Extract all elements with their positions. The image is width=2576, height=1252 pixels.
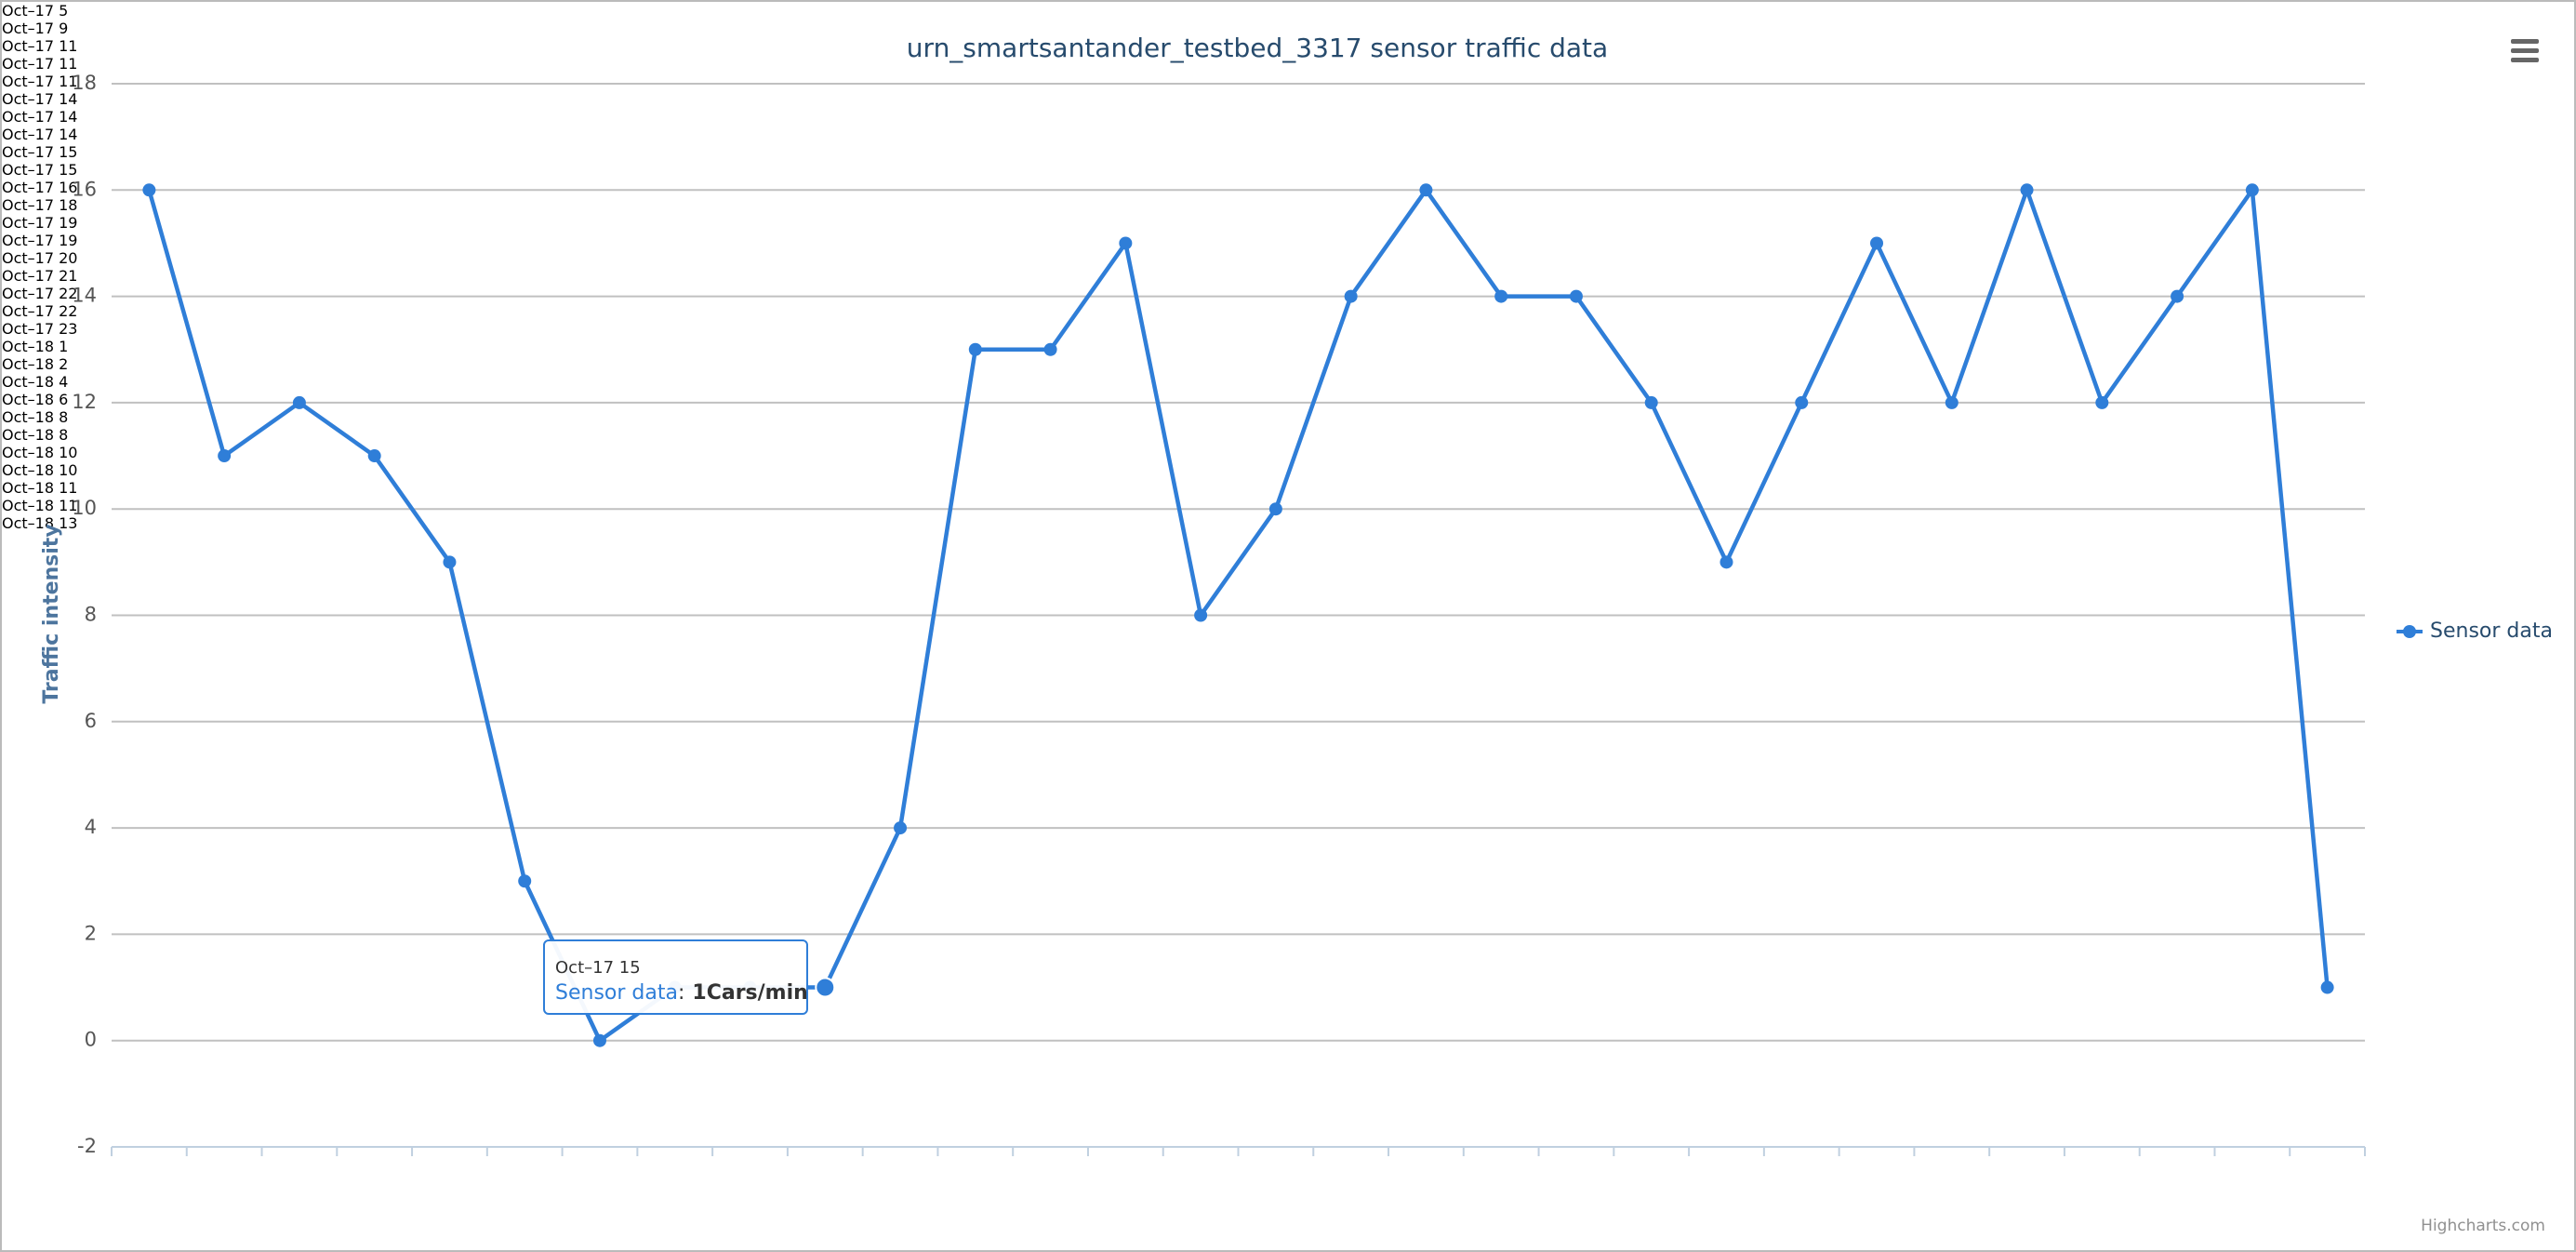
x-tick-label: Oct–18 4	[2, 373, 69, 391]
menu-bar[interactable]	[2511, 39, 2539, 44]
y-tick-label: 0	[85, 1029, 97, 1051]
data-point	[1043, 342, 1057, 356]
tooltip-series: Sensor data	[555, 981, 678, 1005]
data-point	[1644, 395, 1658, 409]
legend-label[interactable]: Sensor data	[2430, 619, 2553, 643]
data-point	[443, 555, 457, 569]
data-point	[2245, 183, 2259, 197]
series-line	[147, 188, 2330, 1043]
x-tick-label: Oct–17 11	[2, 55, 78, 73]
x-tick-label: Oct–18 2	[2, 355, 69, 373]
y-tick-label: 6	[85, 710, 97, 732]
x-tick-label: Oct–17 22	[2, 302, 78, 320]
x-tick-label: Oct–17 21	[2, 267, 78, 285]
y-tick-label: 12	[72, 391, 97, 413]
data-point	[2320, 980, 2334, 994]
x-tick-label: Oct–17 15	[2, 143, 78, 161]
data-point	[1344, 289, 1358, 303]
y-tick-label: 16	[72, 178, 97, 200]
tooltip-box	[543, 939, 808, 1015]
data-point	[1569, 289, 1583, 303]
credits[interactable]: Highcharts.com	[2421, 1217, 2545, 1235]
tooltip-value: 1Cars/min	[692, 981, 807, 1005]
data-point	[367, 449, 381, 463]
x-tick-label: Oct–17 11	[2, 37, 78, 55]
y-tick-label: -2	[77, 1135, 97, 1157]
y-axis-label: Traffic intensity	[40, 524, 63, 703]
data-point	[142, 183, 156, 197]
x-tick-label: Oct–17 19	[2, 232, 78, 249]
data-point	[815, 977, 836, 998]
x-tick-label: Oct–17 19	[2, 214, 78, 232]
menu-bar[interactable]	[2511, 58, 2539, 62]
x-tick-label: Oct–17 14	[2, 108, 78, 126]
data-point	[2171, 289, 2184, 303]
data-point	[518, 874, 532, 888]
y-tick-label: 18	[72, 72, 97, 94]
data-point	[1268, 502, 1282, 516]
data-point	[968, 342, 982, 356]
chart-title: urn_smartsantander_testbed_3317 sensor t…	[907, 33, 1608, 63]
y-tick-label: 10	[72, 497, 97, 519]
y-tick-label: 2	[85, 922, 97, 944]
menu-bar[interactable]	[2511, 48, 2539, 53]
x-tick-label: Oct–17 9	[2, 20, 69, 37]
x-tick-label: Oct–17 11	[2, 73, 78, 90]
x-tick-label: Oct–18 8	[2, 426, 69, 444]
x-tick-label: Oct–17 23	[2, 320, 78, 338]
x-tick-label: Oct–17 22	[2, 285, 78, 302]
y-tick-label: 8	[85, 604, 97, 626]
data-point	[1494, 289, 1508, 303]
x-tick-label: Oct–17 16	[2, 179, 78, 196]
data-point	[1795, 395, 1809, 409]
y-tick-label: 4	[85, 816, 97, 838]
x-tick-label: Oct–18 6	[2, 391, 69, 408]
data-point	[1419, 183, 1433, 197]
x-tick-label: Oct–18 1	[2, 338, 69, 355]
data-point	[2095, 395, 2109, 409]
x-tick-label: Oct–18 11	[2, 497, 78, 514]
data-point	[292, 395, 306, 409]
data-point	[1870, 236, 1884, 250]
legend-symbol	[2403, 625, 2416, 638]
data-point	[218, 449, 232, 463]
data-point	[1119, 236, 1133, 250]
x-tick-label: Oct–18 8	[2, 408, 69, 426]
tooltip-separator: :	[678, 981, 684, 1005]
data-point	[592, 1033, 606, 1047]
x-tick-label: Oct–17 20	[2, 249, 78, 267]
x-tick-label: Oct–17 14	[2, 126, 78, 143]
data-point	[894, 821, 908, 835]
y-tick-label: 14	[72, 285, 97, 307]
data-point	[1945, 395, 1959, 409]
data-point	[1720, 555, 1733, 569]
x-tick-label: Oct–17 14	[2, 90, 78, 108]
x-tick-label: Oct–18 11	[2, 479, 78, 497]
x-tick-label: Oct–17 5	[2, 2, 69, 20]
x-tick-label: Oct–18 13	[2, 514, 78, 532]
data-point	[1194, 608, 1208, 622]
x-tick-label: Oct–18 10	[2, 461, 78, 479]
data-point	[2020, 183, 2034, 197]
menu-button[interactable]	[2511, 39, 2539, 62]
tooltip-header: Oct–17 15	[555, 958, 641, 978]
x-tick-label: Oct–18 10	[2, 444, 78, 461]
x-tick-label: Oct–17 18	[2, 196, 78, 214]
tooltip: Oct–17 15 Sensor data: 1Cars/min	[543, 939, 808, 1015]
x-tick-label: Oct–17 15	[2, 161, 78, 179]
tooltip-body: Sensor data: 1Cars/min	[555, 981, 808, 1005]
